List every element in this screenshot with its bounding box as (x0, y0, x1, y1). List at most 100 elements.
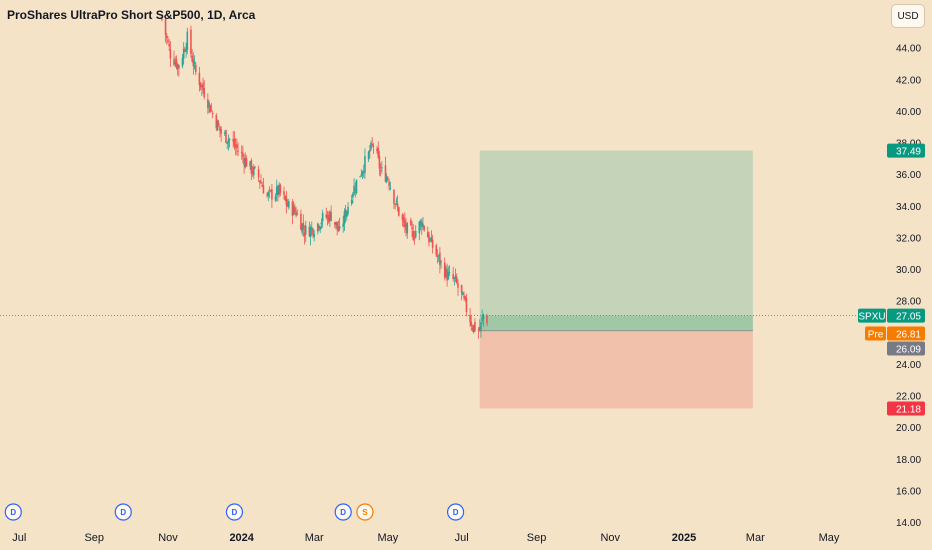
candle-body (343, 211, 346, 225)
candle-body (393, 189, 395, 204)
candle-body (210, 110, 213, 112)
candle-body (227, 139, 230, 143)
candle-body (453, 277, 456, 279)
position-zones[interactable] (479, 150, 753, 409)
dividend-marker[interactable] (334, 503, 352, 521)
dividend-marker[interactable] (225, 503, 244, 521)
x-tick-label: May (819, 532, 840, 544)
candle-body (283, 191, 285, 196)
dividend-marker[interactable] (114, 503, 132, 521)
x-tick-label: Sep (84, 532, 104, 544)
time-axis[interactable]: Jul Sep Nov 2024 Mar May Jul Sep Nov 2025 Mar May (12, 532, 840, 544)
candle-body (480, 322, 482, 330)
dividend-marker-letter: D (453, 508, 459, 517)
candle-body (254, 166, 256, 168)
dividend-marker[interactable] (446, 503, 465, 521)
candle-body (379, 169, 382, 171)
candle-body (352, 193, 354, 198)
candle-body (268, 189, 271, 191)
candle-body (234, 144, 237, 148)
candle-body (185, 48, 187, 53)
candle-body (454, 275, 457, 279)
price-tags: 37.49 27.05 26.81 26.09 21.18 SPXU Pre (858, 143, 925, 416)
candle-body (198, 72, 201, 86)
candle-body (277, 185, 279, 196)
candle-body (161, 18, 163, 20)
candle-body (430, 237, 433, 242)
candle-body (178, 65, 180, 69)
candle-body (167, 40, 169, 42)
y-tick-label: 34.00 (896, 202, 921, 213)
pre-market-price-tag-bg (887, 326, 925, 341)
candle-body (346, 211, 348, 217)
pre-market-price-tag: 26.81 (896, 329, 921, 340)
candle-body (455, 277, 458, 283)
candle-body (191, 55, 193, 62)
candle-body (216, 120, 219, 131)
price-series (161, 17, 488, 339)
candle-body (252, 167, 255, 176)
x-tick-label: 2025 (672, 532, 696, 544)
candle-body (169, 49, 172, 59)
candle-body (447, 272, 450, 279)
candle-body (376, 148, 378, 152)
candle-body (278, 184, 280, 195)
currency-button[interactable]: USD (891, 4, 925, 28)
dividend-marker-letter: D (120, 508, 126, 517)
y-tick-label: 22.00 (896, 392, 921, 403)
stop-price-tag-bg (887, 401, 925, 416)
y-tick-label: 14.00 (896, 518, 921, 529)
candle-body (296, 213, 299, 215)
candle-body (355, 179, 358, 193)
candle-body (460, 284, 463, 294)
price-axis[interactable]: 14.0016.0018.0020.0022.0024.0026.0028.00… (896, 44, 921, 529)
candle-body (440, 261, 442, 263)
candle-body (285, 197, 288, 206)
candle-body (257, 169, 260, 178)
current-price-tag-bg (887, 308, 925, 323)
candle-body (199, 82, 202, 88)
entry-price-tag-bg (887, 341, 925, 356)
candle-body (208, 102, 210, 106)
candle-body (402, 217, 405, 222)
candle-body (228, 138, 231, 140)
candle-body (217, 123, 220, 126)
candle-body (411, 227, 413, 230)
y-tick-label: 18.00 (896, 455, 921, 466)
candle-body (359, 176, 361, 178)
candle-body (259, 180, 261, 183)
candle-body (462, 292, 464, 296)
y-tick-label: 42.00 (896, 75, 921, 86)
split-marker[interactable] (356, 503, 374, 521)
loss-zone[interactable] (479, 330, 753, 409)
candle-body (286, 203, 289, 207)
candle-body (469, 314, 471, 323)
candle-body (310, 227, 313, 230)
dividend-marker[interactable] (4, 503, 22, 521)
candle-body (412, 231, 415, 240)
candle-body (250, 160, 253, 174)
candle-body (260, 182, 262, 184)
candle-body (422, 223, 424, 227)
candle-body (452, 274, 454, 279)
candle-body (186, 31, 189, 50)
candle-body (336, 221, 338, 229)
candle-body (312, 228, 314, 236)
candle-body (418, 221, 421, 234)
profit-zone[interactable] (479, 150, 753, 331)
candle-body (436, 255, 439, 257)
candle-body (237, 150, 239, 152)
x-tick-label: Jul (12, 532, 26, 544)
candle-body (266, 194, 268, 196)
candle-body (344, 209, 347, 218)
candle-body (367, 151, 370, 160)
candle-body (292, 205, 295, 216)
candle-body (194, 64, 197, 73)
y-tick-label: 36.00 (896, 170, 921, 181)
dividend-marker-letter: D (10, 508, 16, 517)
x-tick-label: Mar (305, 532, 324, 544)
entry-price-tag: 26.09 (896, 344, 921, 355)
candle-body (347, 206, 349, 214)
